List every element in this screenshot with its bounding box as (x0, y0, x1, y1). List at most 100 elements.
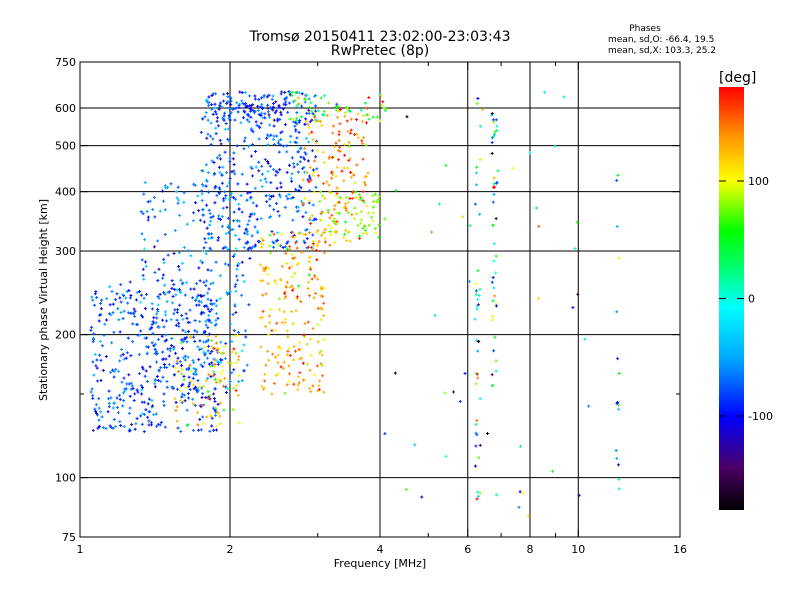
data-point (213, 102, 217, 106)
data-point (210, 159, 214, 163)
data-point (175, 387, 179, 391)
data-point (173, 308, 177, 312)
data-point (316, 323, 320, 327)
data-point (202, 304, 206, 308)
data-point (152, 316, 156, 320)
data-point (234, 310, 238, 314)
data-point (321, 374, 325, 378)
data-point (109, 426, 113, 430)
data-point (238, 421, 242, 425)
data-point (355, 118, 359, 122)
data-point (163, 292, 167, 296)
data-point (141, 212, 145, 216)
data-point (234, 197, 238, 201)
data-point (284, 285, 288, 289)
data-point (518, 444, 522, 448)
data-point (156, 295, 160, 299)
data-point (304, 152, 308, 156)
data-point (146, 415, 150, 419)
data-point (140, 365, 144, 369)
data-point (232, 196, 236, 200)
data-point (243, 136, 247, 140)
data-point (195, 330, 199, 334)
data-point (207, 319, 211, 323)
data-point (214, 92, 218, 96)
data-point (263, 266, 267, 270)
data-point (233, 233, 237, 237)
data-point (157, 267, 161, 271)
data-point (306, 245, 310, 249)
data-point (234, 389, 238, 393)
data-point (490, 373, 494, 377)
data-point (307, 273, 311, 277)
data-point (293, 271, 297, 275)
data-point (166, 290, 170, 294)
data-point (291, 288, 295, 292)
data-point (195, 282, 199, 286)
data-point (135, 322, 139, 326)
data-point (243, 91, 247, 95)
data-point (188, 364, 192, 368)
data-point (308, 254, 312, 258)
data-point (277, 345, 281, 349)
data-point (224, 341, 228, 345)
data-point (248, 215, 252, 219)
data-point (300, 92, 304, 96)
data-point (176, 201, 180, 205)
data-point (394, 189, 398, 193)
data-point (191, 383, 195, 387)
data-point (130, 423, 134, 427)
data-points (89, 90, 621, 518)
data-point (223, 190, 227, 194)
data-point (210, 308, 214, 312)
data-point (235, 144, 239, 148)
data-point (223, 150, 227, 154)
data-point (212, 397, 216, 401)
data-point (328, 243, 332, 247)
data-point (158, 209, 162, 213)
data-point (218, 358, 222, 362)
stats-line-x: mean, sd,X: 103.3, 25.2 (608, 46, 716, 56)
data-point (237, 380, 241, 384)
data-point (278, 297, 282, 301)
data-point (207, 344, 211, 348)
data-point (334, 211, 338, 215)
data-point (334, 194, 338, 198)
data-point (170, 301, 174, 305)
data-point (198, 279, 202, 283)
data-point (195, 295, 199, 299)
data-point (200, 192, 204, 196)
data-point (120, 347, 124, 351)
data-point (243, 101, 247, 105)
data-point (239, 121, 243, 125)
data-point (206, 349, 210, 353)
data-point (272, 208, 276, 212)
data-point (349, 128, 353, 132)
data-point (309, 354, 313, 358)
data-point (153, 347, 157, 351)
data-point (223, 262, 227, 266)
data-point (96, 379, 100, 383)
data-point (197, 299, 201, 303)
data-point (263, 268, 267, 272)
data-point (244, 227, 248, 231)
data-point (248, 246, 252, 250)
data-point (100, 298, 104, 302)
data-point (97, 397, 101, 401)
data-point (327, 101, 331, 105)
data-point (362, 136, 366, 140)
data-point (144, 369, 148, 373)
data-point (209, 121, 213, 125)
data-point (148, 410, 152, 414)
data-point (180, 395, 184, 399)
data-point (240, 260, 244, 264)
data-point (238, 90, 242, 94)
data-point (494, 271, 498, 275)
data-point (236, 182, 240, 186)
data-point (493, 294, 497, 298)
data-point (291, 117, 295, 121)
data-point (490, 280, 494, 284)
data-point (202, 249, 206, 253)
y-tick-label: 200 (55, 329, 76, 342)
data-point (233, 172, 237, 176)
